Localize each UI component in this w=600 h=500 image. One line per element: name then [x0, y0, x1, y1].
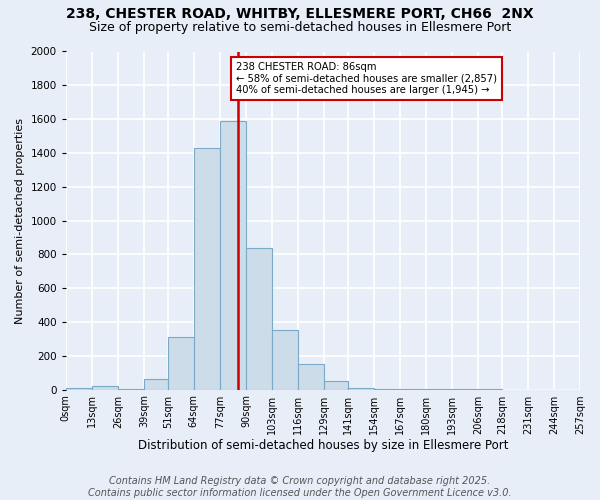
Bar: [144, 380, 168, 390]
Bar: [118, 388, 144, 390]
Bar: [374, 388, 400, 390]
Text: 238 CHESTER ROAD: 86sqm
← 58% of semi-detached houses are smaller (2,857)
40% of: 238 CHESTER ROAD: 86sqm ← 58% of semi-de…: [236, 62, 497, 95]
Bar: [246, 248, 272, 390]
Text: 238, CHESTER ROAD, WHITBY, ELLESMERE PORT, CH66  2NX: 238, CHESTER ROAD, WHITBY, ELLESMERE POR…: [66, 8, 534, 22]
Bar: [272, 330, 298, 390]
Bar: [168, 337, 194, 390]
Bar: [92, 386, 118, 390]
Bar: [348, 388, 374, 390]
Bar: [66, 388, 92, 390]
Bar: [400, 388, 426, 390]
Bar: [324, 381, 348, 390]
Bar: [298, 364, 324, 390]
Text: Contains HM Land Registry data © Crown copyright and database right 2025.
Contai: Contains HM Land Registry data © Crown c…: [88, 476, 512, 498]
Y-axis label: Number of semi-detached properties: Number of semi-detached properties: [15, 118, 25, 324]
X-axis label: Distribution of semi-detached houses by size in Ellesmere Port: Distribution of semi-detached houses by …: [137, 440, 508, 452]
Bar: [194, 148, 220, 390]
Text: Size of property relative to semi-detached houses in Ellesmere Port: Size of property relative to semi-detach…: [89, 21, 511, 34]
Bar: [220, 121, 246, 390]
